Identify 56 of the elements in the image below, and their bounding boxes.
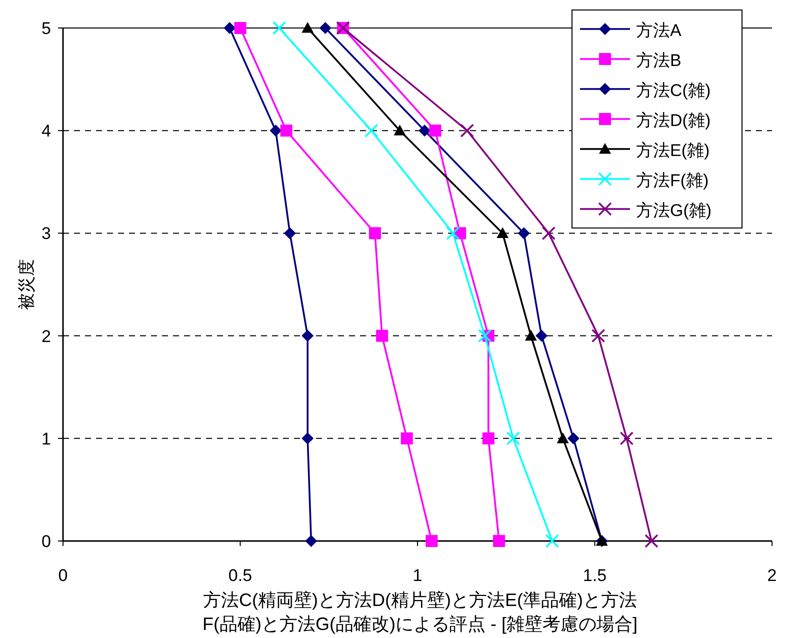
point (272, 21, 286, 35)
point (542, 226, 556, 240)
xlabel: 方法C(精両壁)と方法D(精片壁)と方法E(準品確)と方法F(品確)と方法G(品確改)による評点 - [雑壁考慮の場合] (202, 589, 638, 636)
point (234, 22, 246, 34)
point (426, 535, 438, 547)
point (368, 227, 381, 240)
y-tick-label: 0 (42, 532, 51, 551)
x-tick-label: 0.5 (228, 566, 252, 585)
y-tick-label: 3 (42, 224, 51, 244)
x-tick-label: 1 (412, 566, 422, 585)
point (400, 432, 413, 444)
point (302, 330, 314, 342)
point (270, 124, 282, 137)
legend-label: 方法D(雑) (636, 111, 711, 130)
point (518, 227, 530, 240)
ylabel: 被災度 (17, 259, 36, 310)
point (284, 227, 296, 240)
point (567, 432, 580, 444)
point (319, 22, 332, 34)
x-tick-label: 0 (58, 566, 68, 585)
point (364, 124, 378, 138)
point (460, 124, 474, 138)
point (429, 124, 442, 137)
point (305, 535, 318, 547)
y-tick-label: 1 (42, 429, 51, 448)
point (506, 432, 520, 446)
point (493, 535, 506, 547)
point (302, 432, 314, 444)
x-tick-label: 2 (767, 566, 777, 585)
point (620, 432, 634, 446)
point (591, 328, 606, 343)
y-tick-label: 5 (42, 19, 51, 38)
legend-label: 方法B (636, 51, 682, 70)
legend-label: 方法C(雑) (636, 81, 711, 100)
point (446, 226, 460, 240)
point (545, 534, 560, 548)
legend-label: 方法G(雑) (636, 201, 712, 220)
point (482, 432, 494, 444)
legend-label: 方法A (636, 21, 682, 40)
point (376, 330, 388, 342)
point (644, 534, 658, 548)
point (536, 330, 548, 342)
point (418, 124, 431, 137)
legend-label: 方法F(雑) (636, 171, 709, 190)
point (302, 22, 314, 33)
point (496, 227, 509, 238)
point (478, 328, 492, 343)
point (224, 22, 236, 34)
legend-label: 方法E(雑) (636, 141, 710, 160)
x-tick-label: 1.5 (582, 566, 607, 585)
y-tick-label: 4 (42, 122, 51, 141)
point (524, 330, 537, 341)
point (556, 432, 569, 444)
point (394, 124, 406, 136)
point (280, 124, 292, 137)
y-tick-label: 2 (42, 326, 51, 346)
